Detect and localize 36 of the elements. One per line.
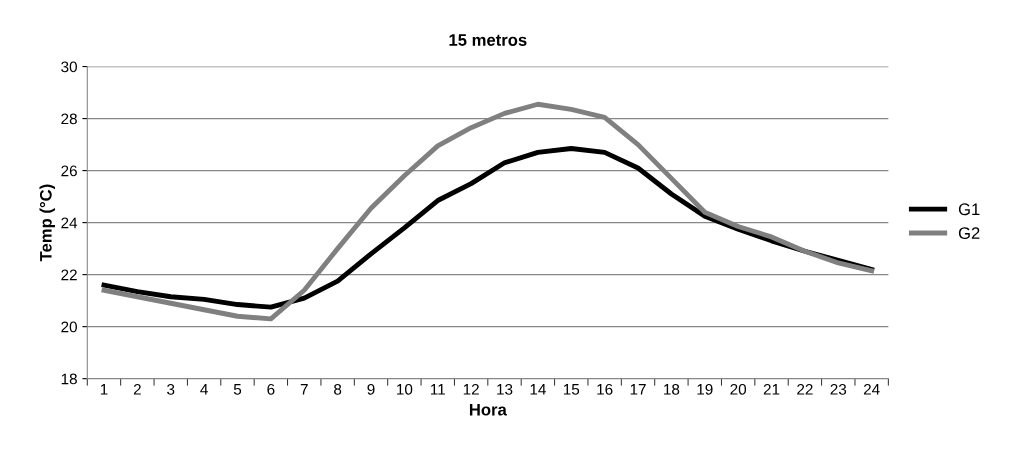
x-tick-label: 9: [367, 383, 375, 395]
x-tick-label: 19: [697, 383, 713, 395]
x-tick-label: 18: [664, 383, 680, 395]
x-tick-label: 15: [563, 384, 580, 395]
legend-label: G1: [958, 203, 980, 216]
y-tick-label: 20: [61, 321, 77, 333]
x-tick-label: 14: [530, 384, 546, 395]
x-tick-label: 4: [200, 384, 208, 395]
y-tick-label: 24: [61, 217, 78, 229]
y-tick-label: 30: [61, 61, 77, 73]
x-tick-label: 23: [830, 383, 847, 395]
x-tick-label: 11: [430, 384, 445, 395]
x-tick-label: 13: [497, 383, 513, 395]
x-tick-label: 24: [863, 383, 880, 395]
x-tick-label: 20: [730, 383, 747, 395]
x-tick-label: 8: [334, 383, 342, 395]
x-tick-label: 1: [100, 384, 108, 395]
x-tick-label: 2: [133, 383, 141, 395]
x-axis-title: Hora: [469, 403, 507, 416]
x-tick-label: 10: [397, 383, 413, 395]
x-tick-label: 16: [597, 383, 613, 395]
x-tick-label: 22: [797, 383, 813, 395]
x-tick-label: 21: [763, 383, 780, 395]
chart-title: 15 metros: [449, 34, 527, 46]
x-tick-label: 7: [300, 384, 308, 395]
y-tick-label: 22: [61, 269, 77, 281]
legend-label: G2: [958, 227, 980, 240]
y-axis-title: Temp (°C): [39, 184, 56, 262]
x-tick-label: 3: [167, 383, 175, 395]
x-tick-label: 17: [630, 384, 646, 395]
y-tick-label: 26: [61, 165, 77, 177]
x-tick-label: 5: [233, 384, 242, 395]
x-tick-label: 6: [267, 383, 275, 395]
y-tick-label: 28: [61, 113, 77, 125]
x-tick-label: 12: [463, 383, 479, 395]
y-tick-label: 18: [61, 373, 77, 385]
